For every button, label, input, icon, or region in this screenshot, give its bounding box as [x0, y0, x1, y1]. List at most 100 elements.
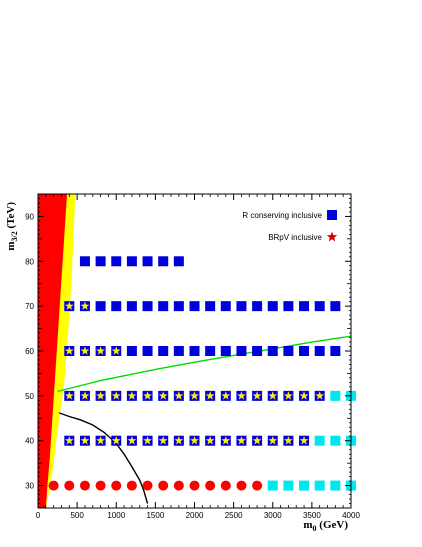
- star-marker: [252, 391, 262, 400]
- star-marker: [64, 391, 74, 400]
- x-tick-label: 2000: [186, 511, 204, 520]
- square-marker: [220, 301, 231, 312]
- square-marker: [173, 256, 184, 267]
- square-marker: [95, 301, 106, 312]
- square-marker: [142, 256, 153, 267]
- square-marker: [314, 301, 325, 312]
- excluded-regions: [38, 194, 76, 508]
- square-marker: [267, 480, 278, 491]
- star-marker: [127, 436, 137, 445]
- star-marker: [205, 391, 215, 400]
- star-marker: [268, 436, 278, 445]
- square-marker: [158, 346, 169, 356]
- square-marker: [142, 346, 153, 356]
- circle-marker: [173, 480, 184, 491]
- star-marker: [190, 391, 199, 400]
- y-tick-label: 80: [25, 257, 34, 266]
- star-marker: [143, 391, 152, 400]
- square-marker: [252, 346, 263, 356]
- star-marker: [237, 436, 246, 445]
- square-marker: [205, 301, 216, 312]
- circle-marker: [95, 480, 106, 491]
- star-marker: [268, 391, 278, 400]
- star-marker: [158, 391, 168, 400]
- star-marker: [96, 391, 105, 400]
- square-marker: [111, 256, 122, 267]
- y-tick-label: 90: [25, 212, 34, 221]
- y-tick-label: 70: [25, 302, 34, 311]
- star-marker: [190, 436, 199, 445]
- y-tick-label: 30: [25, 482, 34, 491]
- star-marker: [284, 436, 293, 445]
- x-tick-label: 3000: [264, 511, 282, 520]
- square-marker: [173, 301, 184, 312]
- legend: R conserving inclusive BRpV inclusive: [242, 210, 338, 242]
- circle-marker: [220, 480, 231, 491]
- circle-marker: [48, 480, 59, 491]
- circle-marker: [126, 480, 137, 491]
- x-tick-label: 0: [36, 511, 41, 520]
- circle-marker: [79, 480, 90, 491]
- data-markers: [48, 256, 356, 491]
- y-axis-title-main: m: [5, 241, 17, 250]
- star-marker: [96, 346, 105, 355]
- star-marker: [221, 436, 231, 445]
- square-marker: [283, 346, 294, 356]
- square-marker: [126, 301, 137, 312]
- circle-marker: [111, 480, 122, 491]
- star-marker: [80, 436, 90, 445]
- star-marker: [96, 436, 105, 445]
- square-marker: [95, 256, 106, 267]
- square-marker: [330, 301, 341, 312]
- square-marker: [283, 480, 294, 491]
- square-marker: [283, 301, 294, 312]
- circle-marker: [142, 480, 153, 491]
- square-marker: [330, 346, 341, 356]
- square-marker: [189, 301, 200, 312]
- square-marker: [267, 346, 278, 356]
- square-marker: [330, 435, 341, 446]
- circle-marker: [252, 480, 263, 491]
- x-tick-label: 500: [70, 511, 84, 520]
- star-marker: [111, 346, 121, 355]
- circle-marker: [64, 480, 75, 491]
- x-axis-title: m0 (GeV): [303, 519, 348, 533]
- square-marker: [236, 346, 247, 356]
- star-marker: [143, 436, 152, 445]
- x-tick-label: 1000: [107, 511, 125, 520]
- legend-star-marker: [326, 231, 338, 242]
- x-axis-title-unit: (GeV): [317, 519, 349, 531]
- x-axis-title-main: m: [303, 519, 312, 531]
- star-marker: [64, 301, 74, 310]
- x-axis-ticks: 0 500 1000 1500 2000 2500 3000 3500 4000: [36, 194, 360, 520]
- square-marker: [330, 390, 341, 401]
- square-marker: [126, 346, 137, 356]
- y-axis-title-unit: (TeV): [5, 202, 17, 232]
- star-marker: [205, 436, 215, 445]
- star-marker: [80, 391, 90, 400]
- star-marker: [64, 346, 74, 355]
- star-marker: [299, 391, 309, 400]
- x-axis-title-sub: 0: [313, 524, 317, 533]
- x-tick-label: 3500: [303, 511, 321, 520]
- x-tick-label: 4000: [342, 511, 360, 520]
- square-marker: [142, 301, 153, 312]
- square-marker: [189, 346, 200, 356]
- square-marker: [314, 435, 325, 446]
- x-tick-label: 1500: [146, 511, 164, 520]
- square-marker: [111, 301, 122, 312]
- square-marker: [205, 346, 216, 356]
- star-marker: [174, 436, 184, 445]
- square-marker: [299, 346, 310, 356]
- circle-marker: [236, 480, 247, 491]
- star-marker: [299, 436, 309, 445]
- curve-0: [57, 335, 351, 393]
- star-marker: [174, 391, 184, 400]
- circle-marker: [158, 480, 169, 491]
- square-marker: [79, 256, 90, 267]
- circle-marker: [205, 480, 216, 491]
- square-marker: [299, 480, 310, 491]
- star-marker: [315, 391, 325, 400]
- legend-label: R conserving inclusive: [242, 211, 322, 220]
